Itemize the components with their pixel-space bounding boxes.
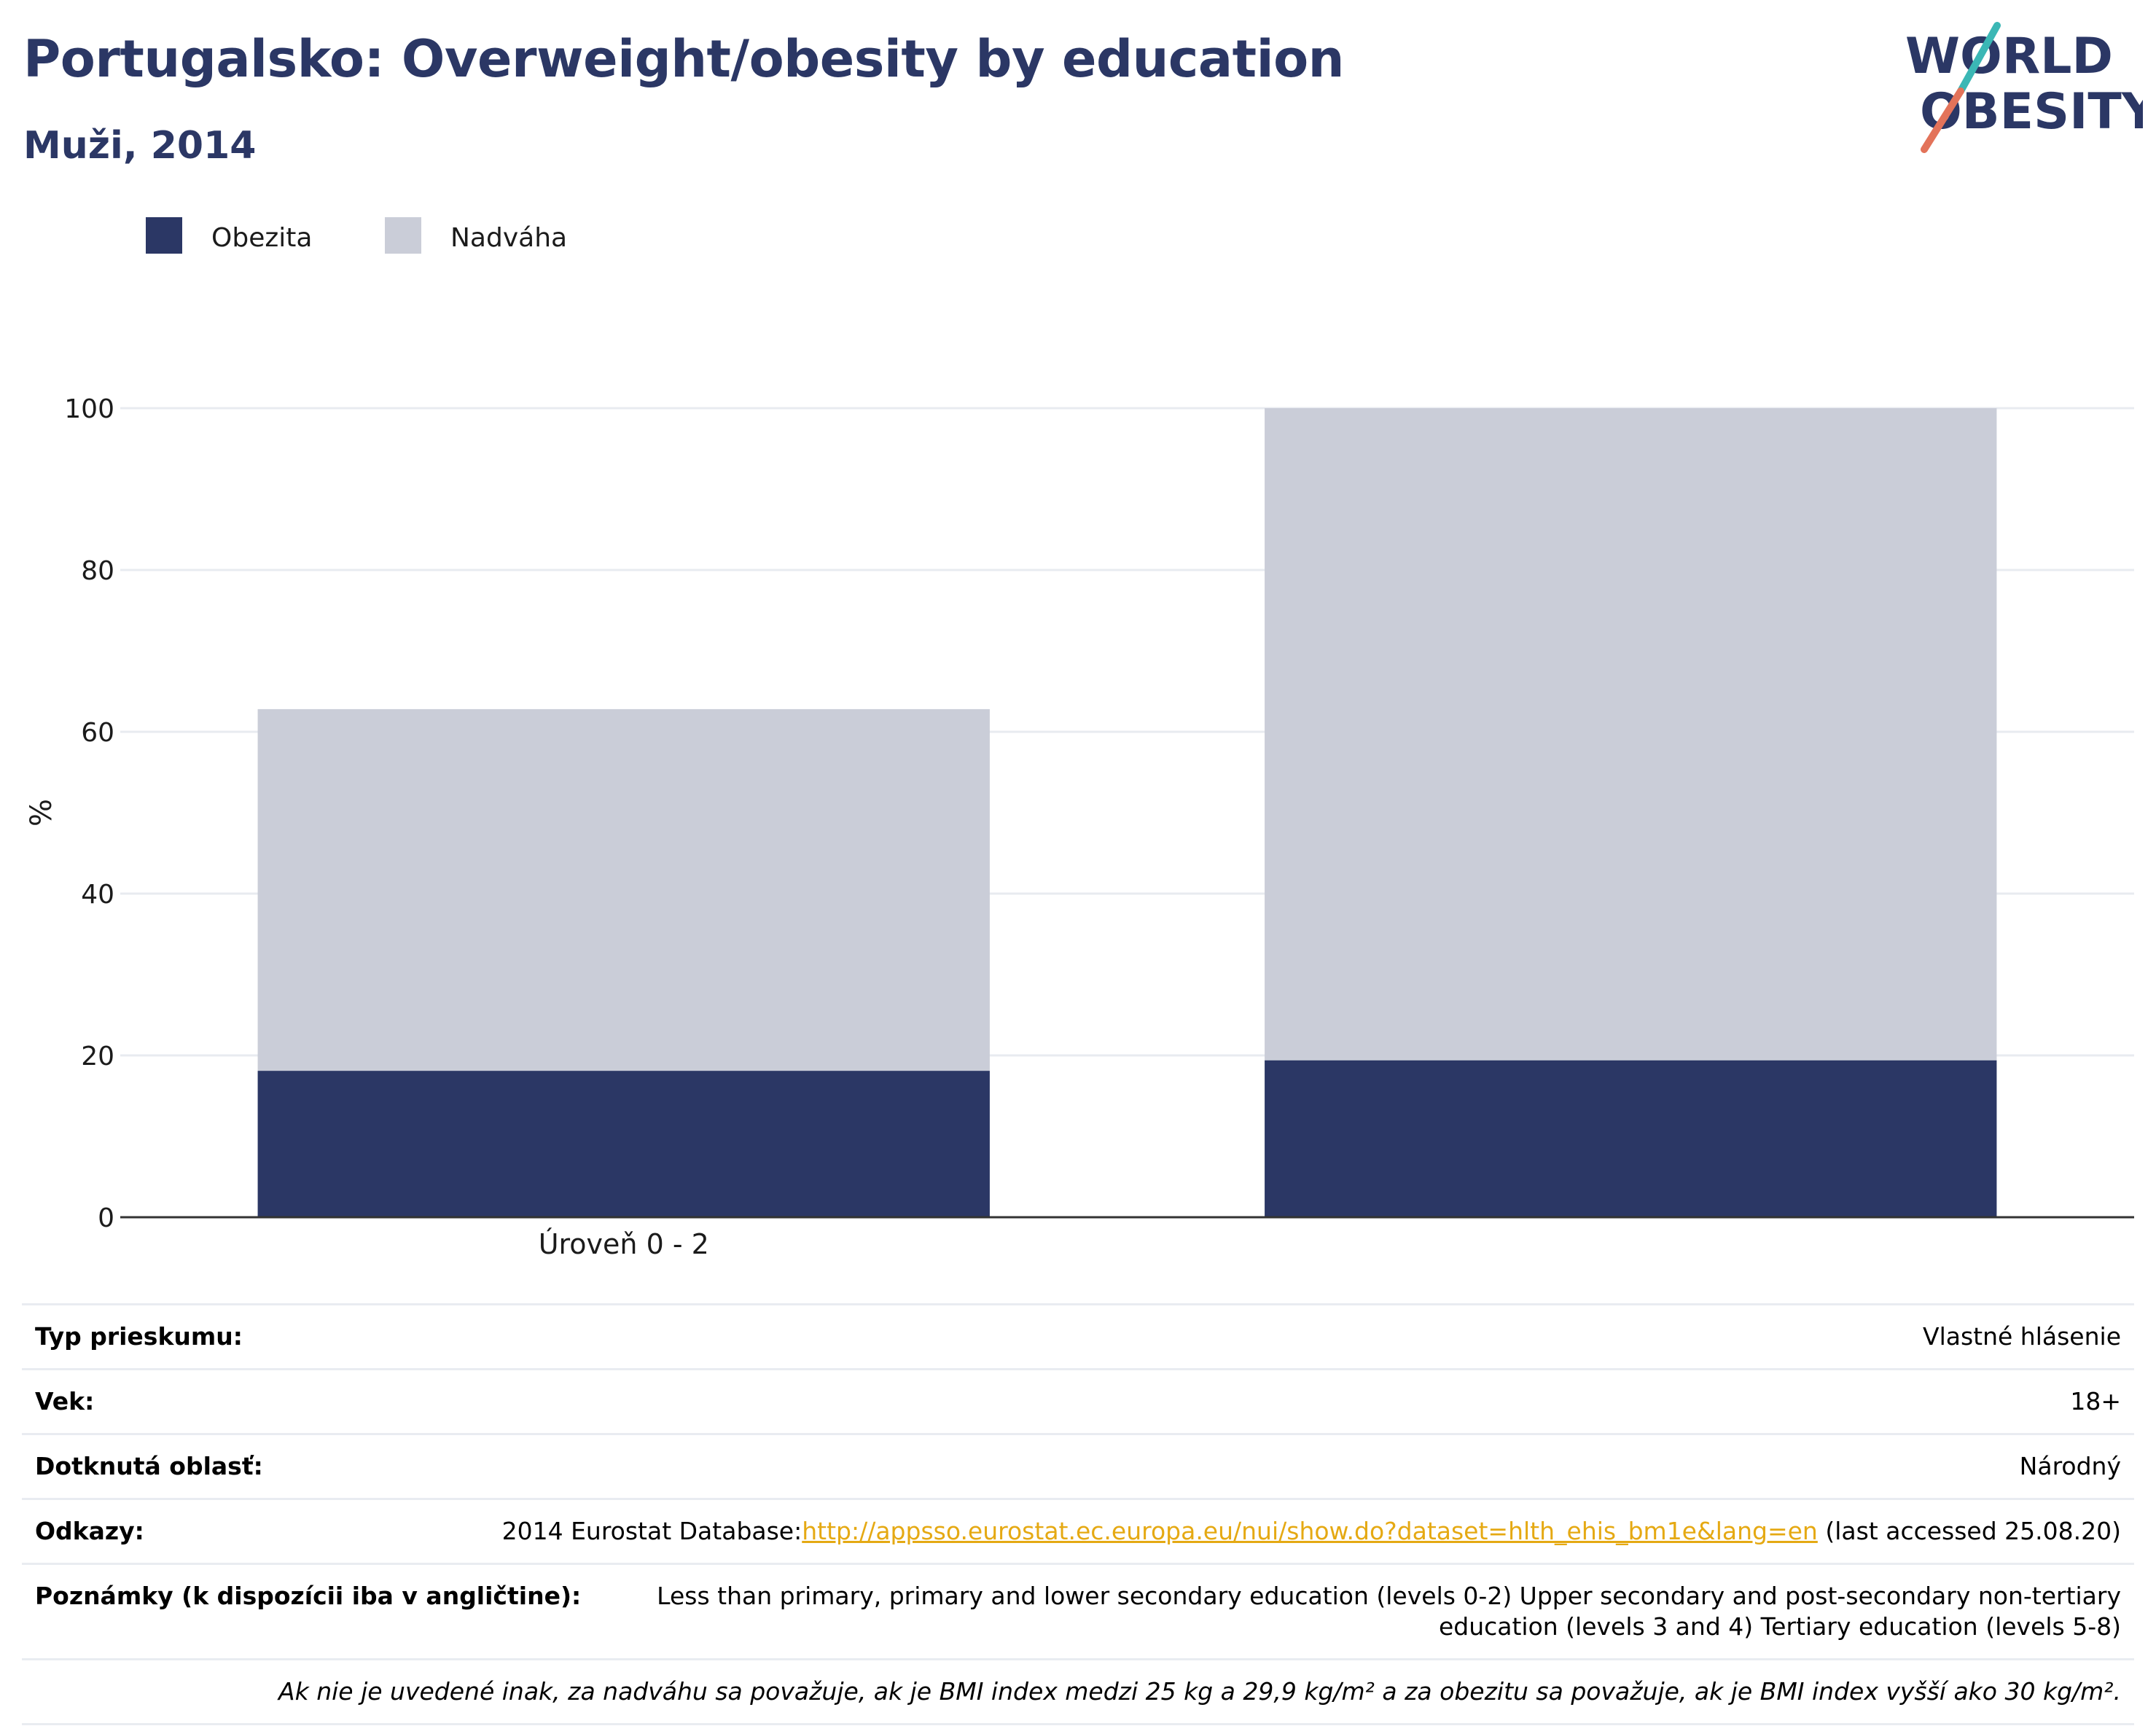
meta-row-notes: Poznámky (k dispozícii iba v angličtine)… (22, 1565, 2134, 1660)
bar-overweight-0 (257, 708, 990, 1071)
page-subtitle: Muži, 2014 (23, 124, 257, 168)
legend-label-0: Obezita (211, 223, 312, 253)
reference-suffix: (last accessed 25.08.20) (1817, 1517, 2121, 1545)
metadata-table: Typ prieskumu: Vlastné hlásenie Vek: 18+… (22, 1303, 2134, 1725)
meta-row-survey-type: Typ prieskumu: Vlastné hlásenie (22, 1305, 2134, 1370)
meta-label: Typ prieskumu: (35, 1322, 243, 1351)
meta-value: Vlastné hlásenie (1923, 1322, 2121, 1351)
meta-label: Dotknutá oblasť: (35, 1452, 263, 1480)
meta-label: Vek: (35, 1387, 95, 1415)
y-tick-label-4: 80 (81, 556, 114, 586)
logo-slash-bottom (1921, 87, 1964, 153)
y-tick-label-1: 20 (81, 1042, 114, 1071)
reference-link[interactable]: http://appsso.eurostat.ec.europa.eu/nui/… (802, 1517, 1818, 1545)
bmi-footnote: Ak nie je uvedené inak, za nadváhu sa po… (278, 1677, 2121, 1706)
meta-row-area: Dotknutá oblasť: Národný (22, 1435, 2134, 1500)
legend-label-1: Nadváha (450, 223, 567, 253)
meta-row-footnote: Ak nie je uvedené inak, za nadváhu sa po… (22, 1660, 2134, 1725)
legend-swatch-1 (385, 217, 421, 254)
legend-swatch-0 (146, 217, 182, 254)
logo-line-1: WORLD (1905, 28, 2113, 85)
bar-obesity-0 (257, 1071, 990, 1217)
page-title: Portugalsko: Overweight/obesity by educa… (23, 29, 1345, 89)
meta-value-references: 2014 Eurostat Database:http://appsso.eur… (502, 1516, 2121, 1547)
meta-row-age: Vek: 18+ (22, 1370, 2134, 1435)
meta-value: 18+ (2070, 1387, 2121, 1415)
y-tick-label-0: 0 (98, 1203, 114, 1233)
meta-label: Odkazy: (35, 1517, 144, 1545)
y-tick-label-2: 40 (81, 880, 114, 910)
meta-label: Poznámky (k dispozícii iba v angličtine)… (35, 1582, 582, 1610)
meta-row-references: Odkazy: 2014 Eurostat Database:http://ap… (22, 1500, 2134, 1565)
meta-value-notes: Less than primary, primary and lower sec… (657, 1582, 2121, 1641)
y-axis-label: % (25, 799, 58, 827)
y-tick-label-5: 100 (64, 394, 114, 424)
bar-overweight-1 (1265, 408, 1997, 1061)
reference-prefix: 2014 Eurostat Database: (501, 1517, 802, 1545)
y-tick-label-3: 60 (81, 718, 114, 748)
stacked-bar-chart: Obezita Nadváha 0 20 40 60 80 100% Úroveň 0 - 2 (25, 217, 2134, 1260)
meta-value: Národný (2019, 1452, 2121, 1480)
bar-obesity-1 (1265, 1060, 1997, 1217)
logo-line-2: OBESITY (1920, 83, 2143, 141)
x-tick-label-0: Úroveň 0 - 2 (539, 1228, 709, 1260)
logo-slash-top (1957, 22, 2001, 95)
world-obesity-logo: WORLD OBESITY (1905, 22, 2143, 153)
